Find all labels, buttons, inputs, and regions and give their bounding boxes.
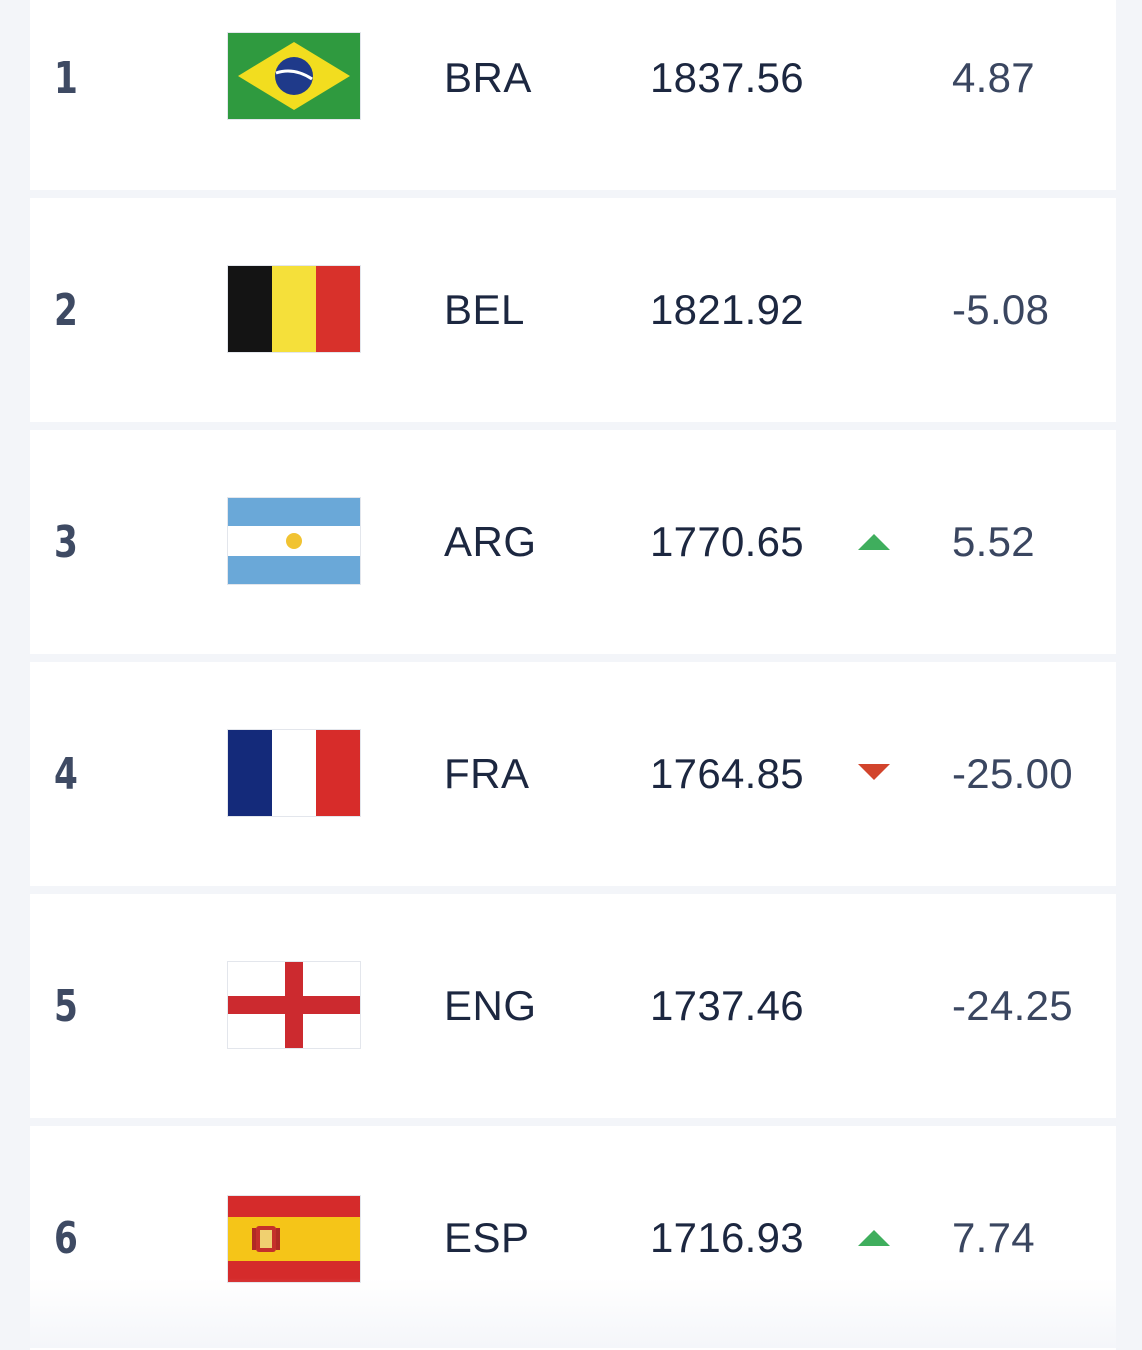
points-change: -24.25 (952, 982, 1073, 1029)
points-change: -5.08 (952, 286, 1050, 333)
table-row[interactable]: 6 ESP 1716.93 7.74 (30, 1126, 1116, 1350)
belgium-flag-icon (228, 266, 360, 352)
brazil-flag-icon (228, 33, 360, 119)
rank-number: 2 (54, 284, 78, 336)
total-points: 1821.92 (650, 286, 804, 333)
table-row[interactable]: 4 FRA 1764.85 -25.00 (30, 662, 1116, 886)
england-flag-icon (228, 962, 360, 1048)
points-change: 5.52 (952, 518, 1035, 565)
total-points: 1737.46 (650, 982, 804, 1029)
points-change: 4.87 (952, 54, 1035, 101)
argentina-flag-icon (228, 498, 360, 584)
country-code[interactable]: BRA (444, 54, 532, 101)
rank-number: 4 (54, 748, 78, 800)
country-code[interactable]: FRA (444, 750, 530, 797)
points-change: 7.74 (952, 1214, 1035, 1261)
rank-number: 5 (54, 980, 78, 1032)
points-change: -25.00 (952, 750, 1073, 797)
france-flag-icon (228, 730, 360, 816)
country-code[interactable]: ARG (444, 518, 537, 565)
country-code[interactable]: ESP (444, 1214, 530, 1261)
trend-up-icon (856, 1228, 892, 1248)
rank-number: 3 (54, 516, 78, 568)
table-row[interactable]: 1 BRA 1837.56 4.87 (30, 0, 1116, 190)
total-points: 1837.56 (650, 54, 804, 101)
spain-flag-icon (228, 1196, 360, 1282)
country-code[interactable]: BEL (444, 286, 525, 333)
total-points: 1716.93 (650, 1214, 804, 1261)
total-points: 1764.85 (650, 750, 804, 797)
table-row[interactable]: 3 ARG 1770.65 5.52 (30, 430, 1116, 654)
table-row[interactable]: 5 ENG 1737.46 -24.25 (30, 894, 1116, 1118)
trend-down-icon (856, 762, 892, 782)
rank-number: 6 (54, 1212, 78, 1264)
trend-up-icon (856, 532, 892, 552)
rank-number: 1 (54, 52, 78, 104)
table-row[interactable]: 2 BEL 1821.92 -5.08 (30, 198, 1116, 422)
total-points: 1770.65 (650, 518, 804, 565)
country-code[interactable]: ENG (444, 982, 537, 1029)
